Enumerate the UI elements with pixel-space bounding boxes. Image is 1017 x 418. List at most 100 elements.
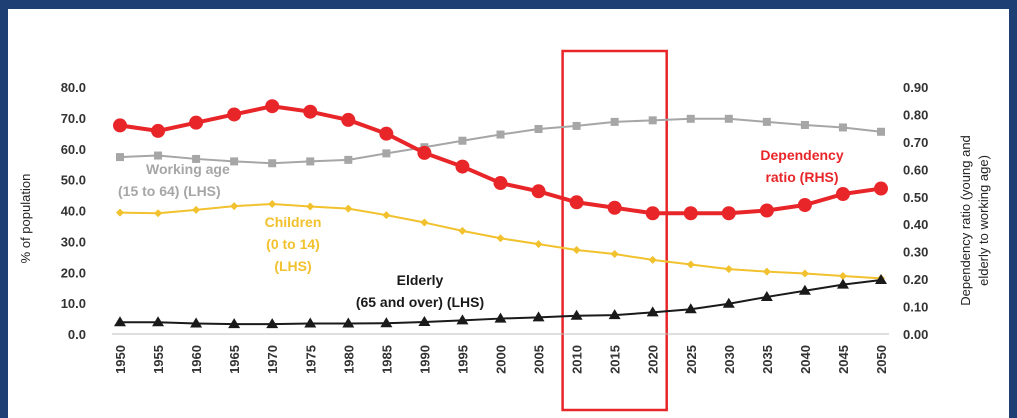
series-point: [877, 127, 885, 136]
y-left-tick-label: 40.0: [61, 204, 86, 219]
series-point: [721, 206, 736, 221]
series-annotation-line: Elderly: [397, 272, 444, 288]
series-point: [228, 318, 241, 329]
y-right-tick-label: 0.10: [903, 300, 928, 315]
series-point: [684, 303, 697, 314]
series-point: [344, 155, 353, 164]
y-left-tick-label: 80.0: [61, 80, 86, 95]
series-point: [874, 181, 888, 196]
series-point: [494, 312, 507, 323]
series-point: [648, 116, 657, 125]
series-point: [760, 290, 773, 301]
series-point: [230, 202, 239, 211]
series-annotation-line: Dependency: [760, 147, 843, 163]
series-point: [570, 309, 583, 320]
series-point: [154, 151, 163, 160]
series-point: [836, 278, 849, 289]
y-right-tick-label: 0.70: [903, 135, 928, 150]
series-point: [762, 117, 771, 126]
series-point: [268, 159, 277, 168]
series-point: [722, 297, 735, 308]
series-point: [838, 123, 847, 132]
y-right-axis-label-line: Dependency ratio (young and: [958, 135, 973, 306]
x-tick-label: 1965: [227, 345, 242, 374]
series-point: [610, 117, 619, 126]
y-right-tick-label: 0.40: [903, 217, 928, 232]
series-point: [532, 311, 545, 322]
series-point: [379, 126, 394, 141]
series-point: [800, 120, 809, 129]
series-point: [382, 211, 391, 220]
series-point: [683, 206, 698, 221]
series-annotation: Children (0 to 14) (LHS): [265, 214, 322, 274]
series-point: [192, 205, 201, 214]
series-point: [116, 153, 124, 162]
series-point: [227, 107, 242, 122]
y-left-tick-label: 10.0: [61, 296, 86, 311]
series-point: [496, 234, 505, 243]
x-tick-label: 1975: [303, 345, 318, 374]
y-left-tick-label: 60.0: [61, 142, 86, 157]
series-point: [797, 198, 812, 213]
series-point: [798, 284, 811, 295]
series-point: [496, 130, 505, 139]
series-point: [724, 114, 733, 123]
series-point: [114, 316, 126, 327]
y-right-tick-label: 0.80: [903, 107, 928, 122]
series-point: [493, 176, 508, 191]
x-tick-label: 2030: [722, 345, 737, 374]
x-tick-label: 1980: [341, 345, 356, 374]
series-point: [230, 157, 239, 166]
series-point: [534, 240, 543, 249]
y-left-tick-label: 0.0: [68, 327, 86, 342]
y-right-tick-label: 0.30: [903, 245, 928, 260]
y-left-axis-label: % of population: [18, 174, 33, 264]
x-tick-label: 2020: [646, 345, 661, 374]
series-point: [572, 121, 581, 130]
x-tick-label: 2045: [836, 345, 851, 374]
y-left-tick-label: 20.0: [61, 265, 86, 280]
series-point: [458, 226, 467, 235]
series-point: [572, 246, 581, 255]
series-annotation: Elderly (65 and over) (LHS): [356, 272, 484, 310]
x-tick-label: 1955: [151, 345, 166, 374]
series-annotation-line: (0 to 14): [266, 236, 320, 252]
series-point: [192, 154, 201, 163]
x-tick-label: 2050: [874, 345, 889, 374]
series-point: [875, 273, 887, 284]
series-point: [686, 260, 695, 269]
y-right-axis-label: Dependency ratio (young and elderly to wo…: [958, 135, 991, 306]
series-point: [382, 149, 391, 158]
series-point: [418, 315, 431, 326]
series-point: [304, 317, 317, 328]
series-point: [607, 200, 622, 215]
series-annotation-line: Working age: [146, 161, 230, 177]
y-right-tick-label: 0.90: [903, 80, 928, 95]
series-point: [800, 269, 809, 278]
series-point: [648, 255, 657, 264]
series-point: [458, 136, 467, 145]
series-point: [762, 267, 771, 276]
series-annotation-line: (65 and over) (LHS): [356, 294, 484, 310]
series-annotation-line: ratio (RHS): [765, 169, 838, 185]
y-right-tick-label: 0.20: [903, 272, 928, 287]
x-tick-label: 1970: [265, 345, 280, 374]
series-point: [417, 145, 432, 160]
series-point: [456, 314, 469, 325]
x-tick-label: 1960: [189, 345, 204, 374]
x-tick-label: 1990: [417, 345, 432, 374]
series-point: [838, 271, 847, 280]
series-annotation: Dependency ratio (RHS): [760, 147, 843, 185]
x-tick-label: 2015: [608, 345, 623, 374]
y-right-axis-label-line: elderly to working age): [976, 155, 991, 286]
series-annotation-line: Children: [265, 214, 322, 230]
x-tick-label: 1950: [113, 345, 128, 374]
series-point: [152, 316, 165, 327]
dependency-ratio-chart: 0.0 10.0 20.0 30.0 40.0 50.0 60.0 70.0 80.0 0.00 0…: [18, 49, 991, 412]
series-point: [268, 200, 277, 209]
series-point: [646, 306, 659, 317]
series-point: [569, 195, 584, 210]
series-point: [455, 159, 470, 174]
series-point: [645, 206, 660, 221]
series-annotation-line: (15 to 64) (LHS): [118, 183, 221, 199]
